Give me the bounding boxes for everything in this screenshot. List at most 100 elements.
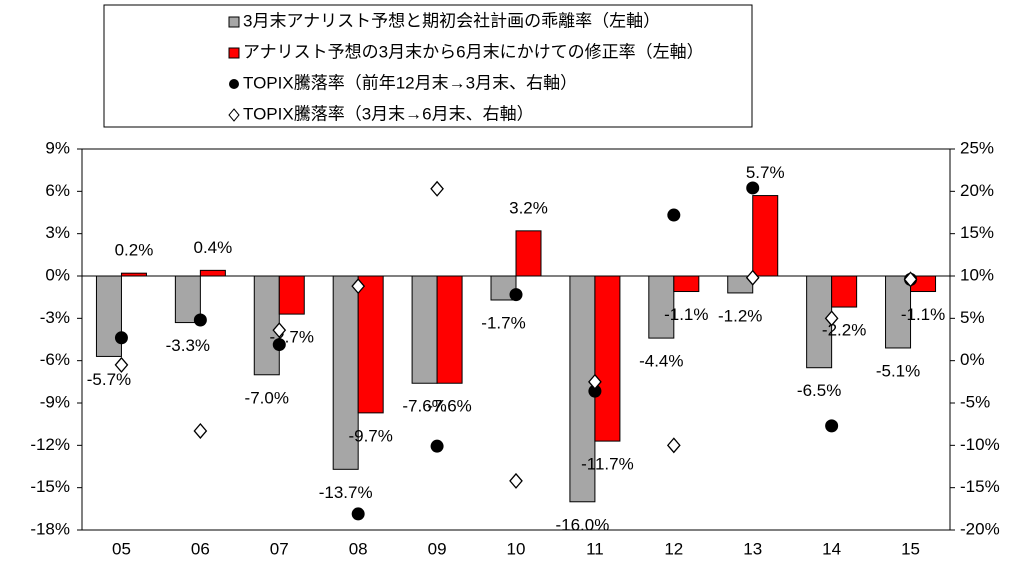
data-label: -1.7% [481, 313, 525, 332]
data-label: -13.7% [319, 483, 373, 502]
bar [357, 275, 384, 414]
y-tick-label: -15% [30, 477, 70, 496]
y2-tick-label: -5% [960, 392, 990, 411]
y-tick-label: -6% [40, 350, 70, 369]
bar [95, 275, 122, 357]
dot [272, 338, 286, 352]
legend-label: TOPIX騰落率（前年12月末→3月末、右軸） [243, 73, 577, 92]
legend-label: アナリスト予想の3月末から6月末にかけての修正率（左軸） [243, 42, 704, 61]
y2-tick-label: 0% [960, 350, 985, 369]
x-tick-label: 14 [822, 539, 841, 558]
data-label: -4.4% [639, 352, 683, 371]
data-label: 5.7% [746, 163, 785, 182]
legend-swatch [229, 79, 239, 89]
dot [667, 208, 681, 222]
y2-tick-label: 10% [960, 265, 994, 284]
x-tick-label: 12 [664, 539, 683, 558]
plot-frame [81, 148, 951, 531]
y-tick-label: 3% [45, 223, 70, 242]
x-tick-label: 06 [191, 539, 210, 558]
x-tick-label: 07 [270, 539, 289, 558]
bar [806, 275, 833, 369]
diamond [193, 422, 208, 439]
x-tick-label: 05 [112, 539, 131, 558]
diamond [114, 356, 129, 373]
diamond [745, 269, 760, 286]
dot [825, 419, 839, 433]
data-label: -7.6% [402, 397, 446, 416]
diamond [588, 373, 602, 390]
bar [174, 275, 201, 324]
bar [411, 275, 438, 384]
x-tick-label: 15 [901, 539, 920, 558]
x-tick-label: 13 [743, 539, 762, 558]
y2-tick-label: -10% [960, 435, 1000, 454]
bar [831, 275, 858, 308]
y-tick-label: -9% [40, 392, 70, 411]
diamond [430, 180, 444, 197]
legend-swatch [228, 108, 240, 122]
bar [120, 272, 147, 277]
legend-label: 3月末アナリスト予想と期初会社計画の乖離率（左軸） [243, 11, 660, 30]
legend-box [103, 4, 753, 128]
y2-tick-label: 20% [960, 181, 994, 200]
diamond [509, 472, 523, 489]
y2-tick-label: 15% [960, 223, 994, 242]
diamond [903, 271, 918, 288]
data-label: -5.1% [876, 361, 920, 380]
y2-tick-label: -20% [960, 519, 1000, 538]
bar [648, 275, 675, 339]
bar [332, 275, 359, 470]
dot [509, 288, 523, 302]
data-label: -1.1% [901, 305, 945, 324]
bar [436, 275, 463, 384]
data-label: -5.7% [87, 370, 131, 389]
bar [515, 230, 542, 277]
data-label: -7.0% [245, 388, 289, 407]
data-label: -3.3% [166, 336, 210, 355]
bar [594, 275, 621, 442]
legend-swatch [228, 16, 240, 28]
dot [746, 181, 760, 195]
bar [752, 195, 779, 277]
y-tick-label: 9% [45, 138, 70, 157]
y2-tick-label: -15% [960, 477, 1000, 496]
x-tick-label: 11 [586, 539, 604, 558]
dot [351, 507, 365, 521]
diamond [351, 278, 366, 295]
x-tick-label: 08 [349, 539, 368, 558]
x-tick-label: 10 [507, 539, 526, 558]
legend-swatch [228, 47, 240, 59]
data-label: -9.7% [348, 426, 392, 445]
bar [278, 275, 305, 315]
dot [588, 384, 602, 398]
dot [114, 331, 128, 345]
dot [430, 439, 444, 453]
bar [199, 269, 226, 277]
data-label: 3.2% [509, 198, 548, 217]
dot [193, 313, 207, 327]
data-label: -1.2% [718, 306, 762, 325]
legend-label: TOPIX騰落率（3月末→6月末、右軸） [243, 104, 534, 123]
bar [885, 275, 912, 349]
bar [253, 275, 280, 376]
y-tick-label: -18% [30, 519, 70, 538]
data-label: -11.7% [581, 455, 634, 474]
y2-tick-label: 5% [960, 308, 985, 327]
diamond [824, 310, 839, 327]
y-tick-label: 0% [45, 265, 70, 284]
diamond [666, 437, 681, 454]
y-tick-label: -12% [30, 435, 70, 454]
data-label: -2.2% [822, 321, 866, 340]
y-tick-label: -3% [40, 308, 70, 327]
diamond [272, 322, 287, 339]
data-label: -7.6% [427, 397, 471, 416]
data-label: -6.5% [797, 381, 841, 400]
y-tick-label: 6% [45, 181, 70, 200]
x-tick-label: 09 [428, 539, 447, 558]
bar [673, 275, 700, 293]
data-label: -1.1% [664, 305, 708, 324]
data-label: -16.0% [555, 515, 609, 534]
data-label: 0.4% [193, 238, 232, 257]
